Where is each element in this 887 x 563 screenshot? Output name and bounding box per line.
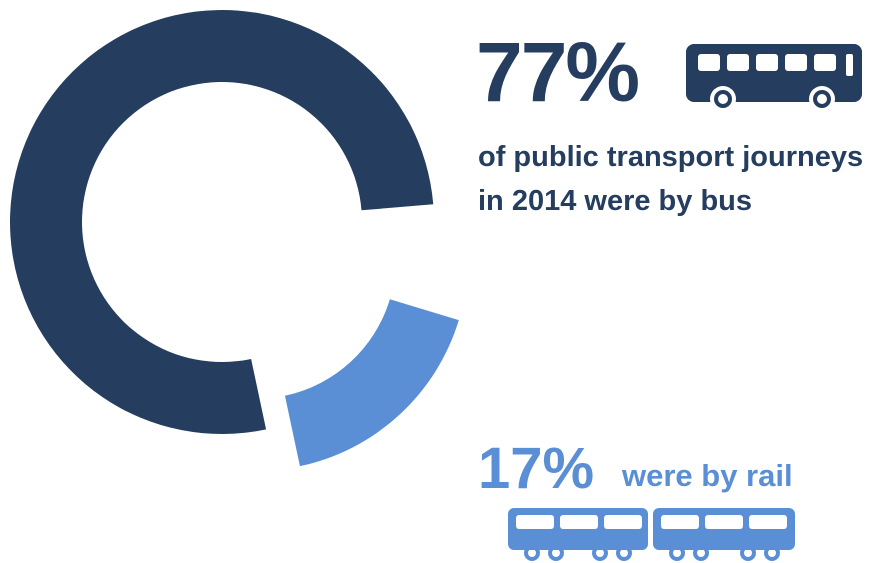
train-icon — [508, 508, 795, 561]
secondary-description: were by rail — [622, 458, 793, 493]
donut-segment — [10, 9, 434, 434]
main-description: of public transport journeys in 2014 wer… — [478, 141, 864, 217]
donut — [10, 9, 459, 467]
donut-segment — [284, 299, 459, 467]
bus-icon — [686, 44, 862, 112]
secondary-percent: 17% — [478, 436, 595, 501]
main-percent: 77% — [476, 25, 640, 119]
